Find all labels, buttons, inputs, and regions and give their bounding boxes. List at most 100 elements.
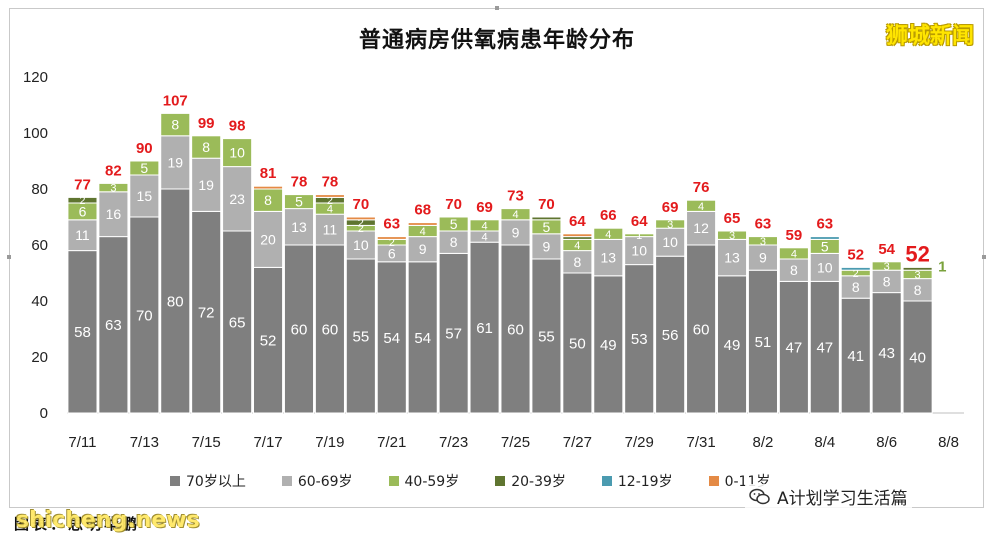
legend-item: 20-39岁	[495, 471, 566, 491]
bar-segment-60-69岁	[129, 174, 160, 218]
bar-segment-60-69岁	[222, 166, 253, 232]
legend-label: 20-39岁	[511, 474, 566, 490]
bar-segment-40-59岁	[686, 199, 717, 212]
legend-swatch	[388, 476, 399, 486]
segment-label: 8	[202, 139, 210, 155]
segment-label: 60	[693, 321, 710, 338]
total-label: 64	[569, 213, 586, 230]
x-tick-label: 7/15	[192, 434, 221, 451]
segment-label: 8	[883, 273, 891, 289]
segment-label: 16	[106, 206, 122, 222]
bar-segment-70岁以上	[531, 258, 562, 414]
bar-segment-70岁以上	[562, 272, 593, 414]
segment-label: 80	[167, 293, 184, 310]
x-tick-label: 8/4	[814, 434, 835, 451]
bar-segment-40-59岁	[747, 236, 778, 246]
segment-label: 60	[322, 321, 339, 338]
total-label: 52	[847, 246, 864, 263]
segment-label: 57	[445, 326, 462, 343]
segment-label: 19	[167, 154, 183, 170]
bar-segment-20-39岁	[531, 216, 562, 221]
segment-label: 52	[260, 333, 277, 350]
segment-label: 11	[323, 222, 338, 238]
segment-label: 43	[878, 345, 895, 362]
segment-label: 55	[353, 328, 370, 345]
segment-label: 8	[790, 262, 798, 278]
bar-segment-20-39岁	[67, 196, 98, 204]
bar-segment-40-59岁	[716, 230, 748, 240]
resize-handle-top[interactable]	[495, 6, 499, 10]
segment-label: 58	[74, 324, 91, 341]
segment-label: 56	[662, 327, 679, 344]
segment-label: 4	[482, 220, 488, 232]
bar-segment-70岁以上	[222, 230, 253, 414]
total-label: 68	[414, 202, 431, 219]
total-label: 64	[631, 213, 648, 230]
segment-label: 8	[450, 234, 458, 250]
legend-item: 40-59岁	[388, 471, 459, 491]
total-label: 65	[724, 210, 741, 227]
segment-label: 47	[786, 340, 803, 357]
segment-label: 49	[724, 337, 741, 354]
segment-label: 72	[198, 305, 215, 322]
total-label: 69	[476, 199, 493, 216]
segment-label: 8	[264, 192, 272, 208]
legend-item: 70岁以上	[170, 471, 246, 491]
bar-segment-40-59岁	[871, 261, 902, 271]
bar-segment-40-59岁	[500, 208, 531, 221]
resize-handle-left[interactable]	[7, 255, 11, 259]
segment-label: 3	[729, 230, 735, 242]
segment-label: 11	[75, 227, 90, 243]
bar-segment-60-69岁	[283, 208, 315, 246]
segment-label: 10	[631, 243, 647, 259]
stacked-bar-chart: 0204060801001205811627763163827015590801…	[23, 69, 964, 451]
segment-label: 60	[507, 321, 524, 338]
segment-label: 50	[569, 335, 586, 352]
bar-segment-40-59岁	[283, 194, 315, 210]
total-label: 82	[105, 162, 122, 179]
x-tick-label: 7/27	[563, 434, 592, 451]
bar-segment-12-19岁	[840, 266, 871, 271]
total-label: 54	[878, 241, 895, 258]
legend-swatch	[495, 476, 506, 486]
total-label: 98	[229, 118, 246, 135]
segment-label: 23	[229, 191, 245, 207]
segment-label: 2	[79, 195, 85, 207]
chart-title: 普通病房供氧病患年龄分布	[358, 28, 635, 53]
segment-label: 9	[419, 241, 427, 257]
segment-label: 2	[358, 223, 364, 235]
segment-label: 9	[512, 224, 520, 240]
segment-label: 63	[105, 317, 122, 334]
bar-segment-60-69岁	[191, 157, 222, 212]
resize-handle-right[interactable]	[982, 255, 986, 259]
segment-label: 8	[914, 282, 922, 298]
segment-label: 2	[389, 237, 395, 249]
bar-segment-70岁以上	[747, 269, 778, 414]
bar-segment-70岁以上	[345, 258, 376, 414]
segment-label: 61	[476, 320, 493, 337]
x-tick-label: 7/17	[253, 434, 282, 451]
segment-label: 6	[79, 203, 87, 219]
bar-segment-70岁以上	[686, 244, 717, 414]
segment-label: 65	[229, 314, 246, 331]
bar-segment-40-59岁	[191, 135, 222, 159]
legend-label: 60-69岁	[297, 474, 353, 490]
segment-label: 4	[512, 209, 518, 221]
bar-segment-12-19岁	[809, 236, 840, 240]
legend-label: 70岁以上	[186, 474, 246, 490]
legend-item: 12-19岁	[601, 471, 673, 491]
segment-label: 54	[414, 330, 431, 347]
segment-label: 10	[353, 237, 369, 253]
bar-segment-40-59岁	[593, 227, 624, 240]
segment-label: 60	[291, 321, 308, 338]
segment-label: 40	[909, 349, 926, 366]
bar-segment-70岁以上	[67, 250, 98, 414]
total-label: 77	[74, 176, 91, 193]
y-tick-label: 40	[31, 293, 48, 310]
segment-label: 55	[538, 328, 555, 345]
bar-segment-60-69岁	[407, 236, 438, 263]
total-label: 81	[260, 165, 277, 182]
bar-segment-70岁以上	[314, 244, 345, 414]
segment-label: 2	[358, 218, 364, 230]
segment-label: 4	[482, 232, 488, 244]
